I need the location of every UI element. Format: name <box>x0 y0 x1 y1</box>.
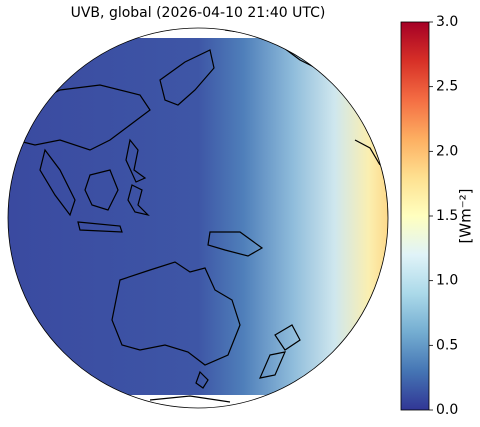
japan <box>159 49 215 106</box>
sulawesi <box>127 184 150 217</box>
globe-outline <box>7 27 389 409</box>
new-guinea <box>207 231 264 257</box>
map-title: UVB, global (2026-04-10 21:40 UTC) <box>71 5 326 21</box>
colorbar-tick-label: 2.0 <box>436 143 458 159</box>
colorbar-label: [Wm⁻²] <box>457 188 475 243</box>
colorbar-tick-label: 0.5 <box>436 337 458 353</box>
borneo <box>84 169 119 211</box>
uvb-field <box>8 38 388 395</box>
colorbar-tick-label: 1.0 <box>436 273 458 289</box>
java <box>77 221 123 233</box>
asia-coast <box>14 84 151 151</box>
australia <box>111 261 241 366</box>
antarctica <box>149 395 231 403</box>
colorbar <box>400 21 430 411</box>
colorbar-tick-label: 0.0 <box>436 402 458 418</box>
tasmania <box>195 370 209 389</box>
sumatra <box>39 148 76 217</box>
colorbar-tick-label: 3.0 <box>436 14 458 30</box>
new-zealand <box>258 324 301 379</box>
hawaii <box>354 139 381 166</box>
colorbar-tick-label: 1.5 <box>436 208 458 224</box>
colorbar-tick-label: 2.5 <box>436 79 458 95</box>
philippines <box>125 138 147 183</box>
globe <box>8 29 388 403</box>
